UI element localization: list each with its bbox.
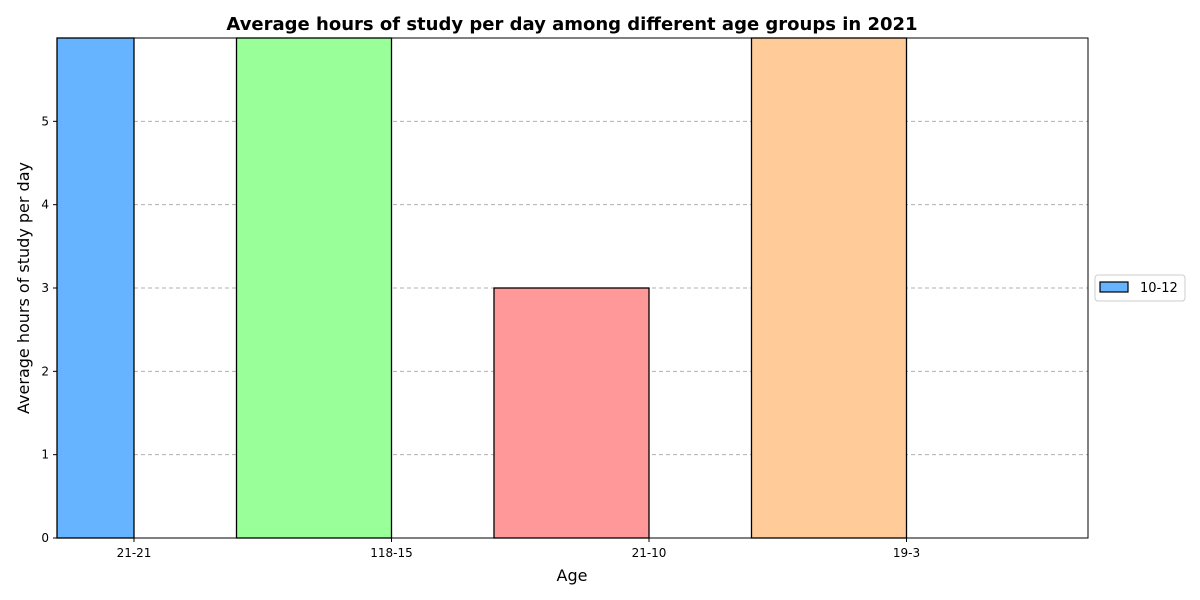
- y-axis-ticks: 0 1 2 3 4 5: [41, 114, 57, 545]
- y-tick-label: 0: [41, 531, 49, 545]
- grid-lines: [57, 120, 1088, 456]
- legend-label: 10-12: [1140, 281, 1178, 296]
- y-tick-label: 2: [41, 364, 49, 378]
- x-tick-label: 19-3: [893, 546, 920, 560]
- bar: [750, 37, 908, 539]
- bar: [235, 37, 393, 539]
- x-tick-label: 21-10: [632, 546, 667, 560]
- x-axis-label: Age: [557, 566, 588, 585]
- y-tick-label: 4: [41, 198, 49, 212]
- bar: [56, 37, 135, 539]
- y-tick-label: 1: [41, 448, 49, 462]
- y-tick-label: 5: [41, 114, 49, 128]
- bar: [493, 287, 650, 539]
- x-tick-label: 118-15: [370, 546, 413, 560]
- legend: 10-12: [1094, 274, 1186, 302]
- x-tick-label: 21-21: [117, 546, 152, 560]
- chart-title: Average hours of study per day among dif…: [226, 14, 917, 35]
- legend-swatch: [1099, 281, 1129, 293]
- x-axis-ticks: 21-21 118-15 21-10 19-3: [117, 538, 920, 560]
- y-tick-label: 3: [41, 281, 49, 295]
- y-axis-label: Average hours of study per day: [14, 162, 33, 414]
- bars: [56, 37, 908, 539]
